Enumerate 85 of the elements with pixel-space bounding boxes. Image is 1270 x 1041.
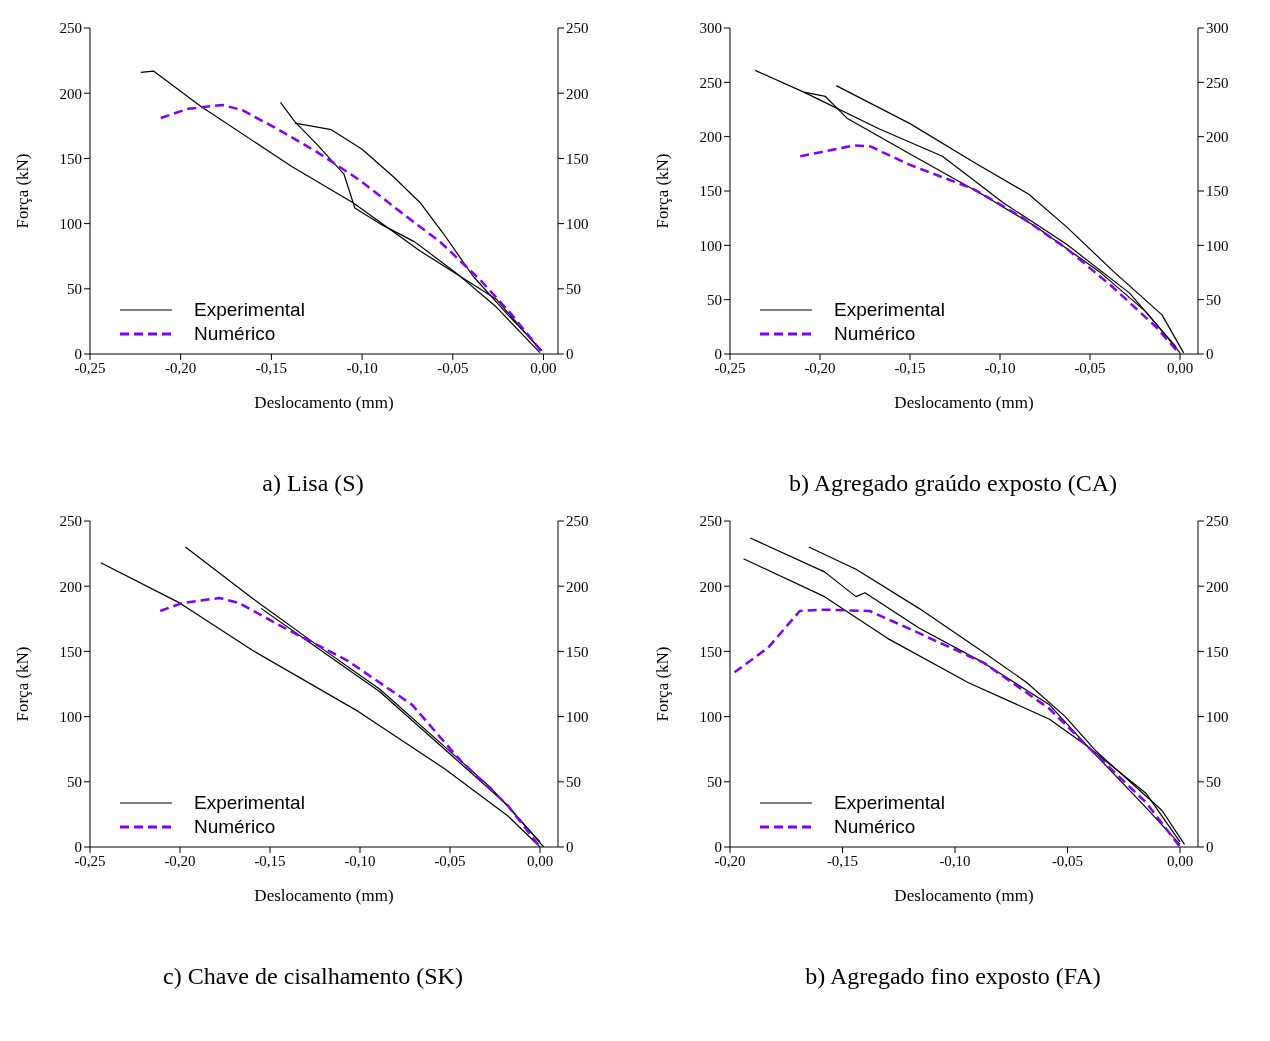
text: b) Agregado graúdo exposto (CA) xyxy=(788,470,1118,497)
x-tick-label: -0,10 xyxy=(346,359,378,376)
y-tick-label: 50 xyxy=(707,291,722,308)
y-tick-label: 50 xyxy=(67,281,82,298)
y2-tick-label: 150 xyxy=(566,150,589,167)
y-tick-label: 250 xyxy=(699,513,722,530)
x-axis-title: Deslocamento (mm) xyxy=(894,393,1034,412)
y-tick-label: 250 xyxy=(699,74,722,91)
text: a) Lisa (S) xyxy=(261,470,365,497)
x-tick-label: -0,10 xyxy=(984,359,1016,376)
x-tick-label: -0,20 xyxy=(165,359,197,376)
legend-label: Experimental xyxy=(834,792,945,814)
y-tick-label: 100 xyxy=(59,215,82,232)
y2-tick-label: 250 xyxy=(566,513,589,530)
y-axis-title: Força (kN) xyxy=(13,153,33,229)
y2-tick-label: 100 xyxy=(566,215,589,232)
y2-tick-label: 250 xyxy=(1206,513,1229,530)
y-tick-label: 250 xyxy=(59,513,82,530)
y-axis-title: Força (kN) xyxy=(653,646,673,722)
legend-label: Numérico xyxy=(194,816,276,838)
x-tick-label: -0,05 xyxy=(437,359,469,376)
y-tick-label: 150 xyxy=(699,643,722,660)
y-tick-label: 200 xyxy=(59,578,82,595)
x-tick-label: -0,15 xyxy=(254,852,286,869)
x-tick-label: 0,00 xyxy=(1166,852,1194,869)
x-tick-label: 0,00 xyxy=(526,852,554,869)
y-tick-label: 150 xyxy=(699,183,722,200)
y2-tick-label: 100 xyxy=(1206,237,1229,254)
y-tick-label: 150 xyxy=(59,150,82,167)
x-axis-title: Deslocamento (mm) xyxy=(254,393,394,412)
y2-tick-label: 0 xyxy=(566,346,574,363)
y-axis-title: Força (kN) xyxy=(653,153,673,229)
y-tick-label: 100 xyxy=(699,708,722,725)
y2-tick-label: 150 xyxy=(566,643,589,660)
y-tick-label: 200 xyxy=(59,85,82,102)
y2-tick-label: 50 xyxy=(566,774,581,791)
y2-tick-label: 250 xyxy=(566,20,589,37)
y2-tick-label: 0 xyxy=(1206,839,1214,856)
y2-tick-label: 200 xyxy=(1206,578,1229,595)
y2-tick-label: 200 xyxy=(1206,128,1229,145)
x-tick-label: -0,05 xyxy=(434,852,466,869)
y2-tick-label: 200 xyxy=(566,85,589,102)
y-tick-label: 200 xyxy=(699,128,722,145)
legend-label: Numérico xyxy=(194,323,276,345)
y-tick-label: 50 xyxy=(67,774,82,791)
legend-label: Numérico xyxy=(834,816,916,838)
y2-tick-label: 300 xyxy=(1206,20,1229,37)
y-tick-label: 50 xyxy=(707,774,722,791)
y2-tick-label: 50 xyxy=(1206,774,1221,791)
y2-tick-label: 250 xyxy=(1206,74,1229,91)
y-tick-label: 150 xyxy=(59,643,82,660)
y2-tick-label: 50 xyxy=(566,281,581,298)
y-axis-title: Força (kN) xyxy=(13,646,33,722)
y-tick-label: 100 xyxy=(59,708,82,725)
y2-tick-label: 100 xyxy=(566,708,589,725)
y2-tick-label: 0 xyxy=(566,839,574,856)
x-tick-label: -0,05 xyxy=(1074,359,1106,376)
y2-tick-label: 50 xyxy=(1206,291,1221,308)
y-tick-label: 300 xyxy=(699,20,722,37)
x-tick-label: 0,00 xyxy=(1166,359,1194,376)
y2-tick-label: 150 xyxy=(1206,643,1229,660)
y-tick-label: 100 xyxy=(699,237,722,254)
legend-label: Experimental xyxy=(194,299,305,321)
legend-label: Experimental xyxy=(834,299,945,321)
legend-label: Experimental xyxy=(194,792,305,814)
x-axis-title: Deslocamento (mm) xyxy=(894,886,1034,905)
text: c) Chave de cisalhamento (SK) xyxy=(162,963,464,990)
x-tick-label: -0,05 xyxy=(1051,852,1084,869)
x-tick-label: -0,10 xyxy=(344,852,376,869)
x-axis-title: Deslocamento (mm) xyxy=(254,886,394,905)
x-tick-label: -0,20 xyxy=(804,359,836,376)
text: b) Agregado fino exposto (FA) xyxy=(804,963,1102,990)
y-tick-label: 200 xyxy=(699,578,722,595)
x-tick-label: -0,15 xyxy=(894,359,926,376)
x-tick-label: -0,15 xyxy=(255,359,288,376)
y2-tick-label: 0 xyxy=(1206,346,1214,363)
x-tick-label: -0,10 xyxy=(939,852,971,869)
y2-tick-label: 100 xyxy=(1206,708,1229,725)
legend-label: Numérico xyxy=(834,323,916,345)
x-tick-label: 0,00 xyxy=(530,359,557,376)
y2-tick-label: 200 xyxy=(566,578,589,595)
x-tick-label: -0,20 xyxy=(164,852,196,869)
y-tick-label: 250 xyxy=(59,20,82,37)
y2-tick-label: 150 xyxy=(1206,183,1229,200)
x-tick-label: -0,15 xyxy=(826,852,859,869)
